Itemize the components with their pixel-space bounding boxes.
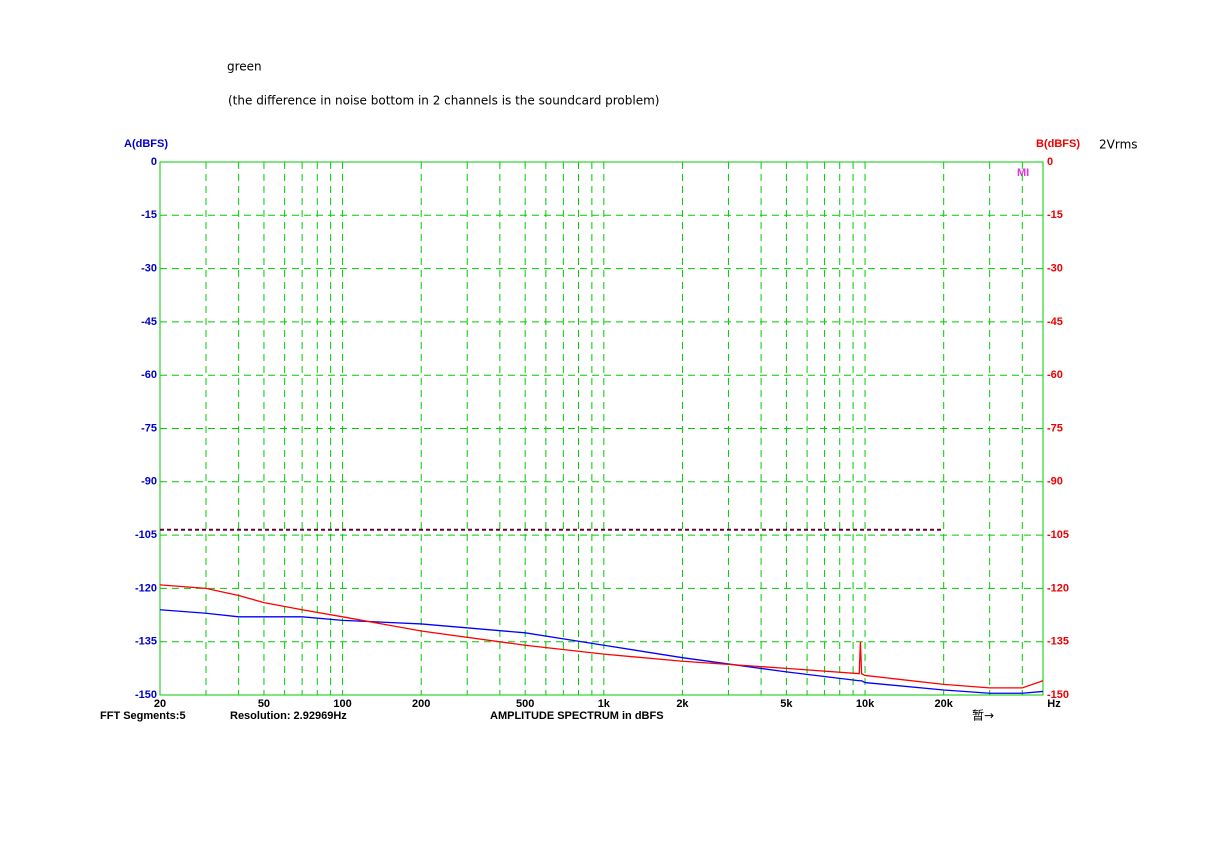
x-tick-label: 5k	[780, 698, 793, 710]
y2-tick-label: -150	[1047, 689, 1069, 701]
y-tick-label: -120	[135, 582, 157, 594]
y2-tick-label: -105	[1047, 529, 1069, 541]
x-tick-label: 10k	[856, 698, 875, 710]
x-tick-label: 20	[154, 698, 166, 710]
y-tick-label: -150	[135, 689, 157, 701]
x-axis-label: AMPLITUDE SPECTRUM in dBFS	[490, 710, 664, 722]
x-tick-label: 1k	[598, 698, 611, 710]
series-line	[159, 584, 1044, 689]
y-tick-label: -135	[135, 636, 157, 648]
y2-tick-label: -75	[1047, 422, 1063, 434]
x-unit: Hz	[1047, 698, 1061, 710]
level-label: 2Vrms	[1099, 138, 1138, 152]
x-tick-label: 50	[258, 698, 270, 710]
y2-tick-label: -135	[1047, 636, 1069, 648]
x-tick-label: 2k	[676, 698, 689, 710]
y2-tick-label: -15	[1047, 209, 1063, 221]
subtitle: (the difference in noise bottom in 2 cha…	[228, 94, 659, 108]
y-tick-label: -45	[141, 316, 157, 328]
y-tick-label: -105	[135, 529, 157, 541]
footer-left: FFT Segments:5	[100, 710, 186, 722]
y2-tick-label: -45	[1047, 316, 1063, 328]
x-tick-label: 100	[333, 698, 351, 710]
y2-tick-label: -30	[1047, 263, 1063, 275]
y-tick-label: -90	[141, 476, 157, 488]
y-tick-label: 0	[151, 156, 157, 168]
footer-resolution: Resolution: 2.92969Hz	[230, 710, 347, 722]
y2-tick-label: -90	[1047, 476, 1063, 488]
note-title: green	[227, 60, 262, 74]
y-tick-label: -60	[141, 369, 157, 381]
x-tick-label: 200	[412, 698, 430, 710]
y-tick-label: -30	[141, 263, 157, 275]
footer-right: 暂→	[972, 709, 994, 723]
series-line	[159, 609, 1044, 694]
logo: MI	[1017, 167, 1029, 179]
x-tick-label: 20k	[934, 698, 953, 710]
y2-axis-label: B(dBFS)	[1036, 138, 1080, 150]
y-axis-label: A(dBFS)	[124, 138, 168, 150]
y2-tick-label: 0	[1047, 156, 1053, 168]
y-tick-label: -75	[141, 422, 157, 434]
plot-frame	[159, 161, 1044, 696]
y2-tick-label: -60	[1047, 369, 1063, 381]
y-tick-label: -15	[141, 209, 157, 221]
x-tick-label: 500	[516, 698, 534, 710]
y2-tick-label: -120	[1047, 582, 1069, 594]
